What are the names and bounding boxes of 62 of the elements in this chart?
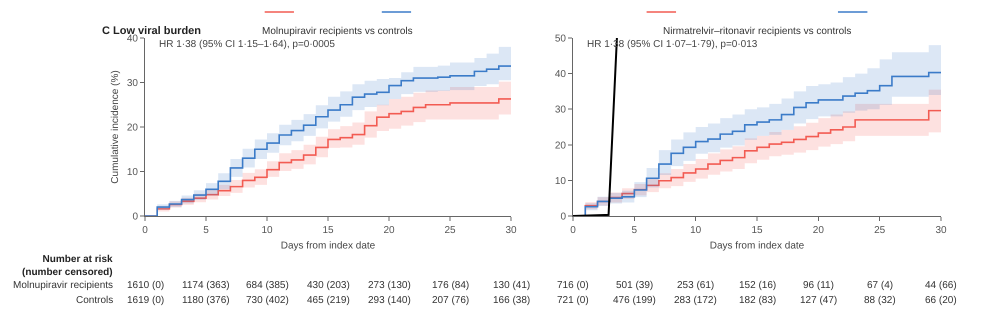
x-tick-label: 25 xyxy=(874,225,886,236)
legend-title: Nirmatrelvir–ritonavir recipients vs controls xyxy=(663,26,852,37)
text: 721 (0) xyxy=(557,295,589,306)
x-tick-label: 10 xyxy=(690,225,702,236)
x-tick-label: 20 xyxy=(812,225,824,236)
text: 273 (130) xyxy=(368,280,411,291)
y-tick-label: 10 xyxy=(126,167,138,178)
text: 127 (47) xyxy=(800,295,838,306)
text: 1174 (363) xyxy=(182,280,230,291)
text: 716 (0) xyxy=(557,280,589,291)
y-axis-title: Cumulative incidence (%) xyxy=(110,70,121,184)
text: 293 (140) xyxy=(368,295,411,306)
x-tick-label: 10 xyxy=(261,225,273,236)
x-tick-label: 5 xyxy=(632,225,638,236)
x-tick-label: 30 xyxy=(505,225,517,236)
x-tick-label: 25 xyxy=(444,225,456,236)
text: 207 (76) xyxy=(432,295,470,306)
x-axis-title: Days from index date xyxy=(710,240,805,252)
text: 130 (41) xyxy=(493,280,530,291)
x-tick-label: 0 xyxy=(570,225,576,236)
text: 67 (4) xyxy=(867,280,894,291)
text: 730 (402) xyxy=(246,295,289,306)
x-tick-label: 5 xyxy=(203,225,210,236)
x-axis-title: Days from index date xyxy=(280,240,376,252)
y-tick-label: 50 xyxy=(554,34,566,44)
y-tick-label: 30 xyxy=(126,78,138,89)
text: 684 (385) xyxy=(246,280,289,291)
text: 182 (83) xyxy=(739,295,776,306)
y-tick-label: 10 xyxy=(554,176,566,187)
text: Number at risk (number censored) xyxy=(22,254,114,278)
text: 253 (61) xyxy=(677,280,714,291)
y-tick-label: 0 xyxy=(560,212,566,222)
text: 166 (38) xyxy=(493,295,530,306)
text: 44 (66) xyxy=(925,280,957,291)
y-tick-label: 0 xyxy=(132,212,138,222)
text: Molnupiravir recipients xyxy=(13,280,114,291)
y-tick-label: 30 xyxy=(554,104,566,116)
x-tick-label: 15 xyxy=(322,225,334,236)
legend-title: Molnupiravir recipients vs controls xyxy=(262,26,413,37)
text: 152 (16) xyxy=(739,280,776,291)
text: 430 (203) xyxy=(307,280,350,291)
text: 501 (39) xyxy=(616,280,654,291)
y-tick-label: 40 xyxy=(554,69,566,80)
text: 1610 (0) xyxy=(127,280,164,291)
text: Controls xyxy=(76,295,114,306)
text: 88 (32) xyxy=(864,295,896,306)
y-tick-label: 40 xyxy=(126,34,138,44)
text: 96 (11) xyxy=(803,280,834,291)
text: 283 (172) xyxy=(674,295,717,306)
x-tick-label: 30 xyxy=(935,225,947,236)
text: 1180 (376) xyxy=(182,295,230,306)
y-tick-label: 20 xyxy=(126,122,138,134)
text: 176 (84) xyxy=(432,280,470,291)
text: 465 (219) xyxy=(307,295,350,306)
y-tick-label: 20 xyxy=(554,140,566,152)
text: 66 (20) xyxy=(925,295,957,306)
x-tick-label: 0 xyxy=(142,225,148,236)
annotation: HR 1·38 (95% CI 1·15–1·64), p=0·0005 xyxy=(159,39,336,50)
x-tick-label: 20 xyxy=(383,225,395,236)
text: 1619 (0) xyxy=(127,295,164,306)
x-tick-label: 15 xyxy=(751,225,763,236)
text: 476 (199) xyxy=(613,295,656,306)
